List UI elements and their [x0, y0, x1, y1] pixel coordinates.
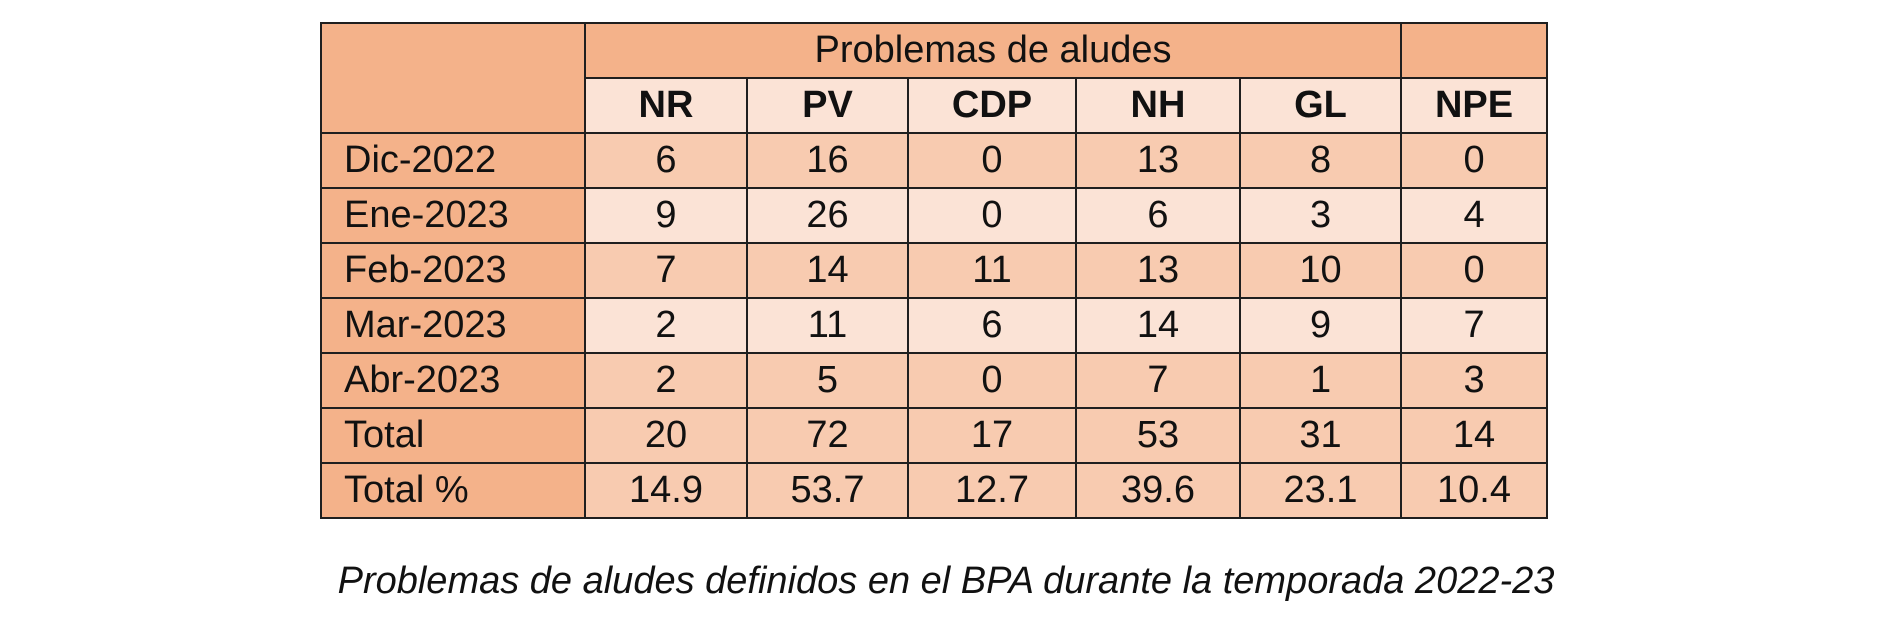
table-cell: 0 [907, 352, 1077, 409]
table-row-feb-2023: Feb-2023 7 14 11 13 10 0 [320, 242, 1549, 299]
column-header-gl: GL [1238, 77, 1403, 134]
table-cell: 11 [746, 297, 909, 354]
table-row-total-percent: Total % 14.9 53.7 12.7 39.6 23.1 10.4 [320, 462, 1549, 519]
group-header-row: Problemas de aludes [320, 22, 1549, 134]
row-label: Dic-2022 [320, 132, 586, 189]
row-label: Total % [320, 462, 586, 519]
table-cell: 12.7 [907, 462, 1077, 519]
table-cell: 6 [907, 297, 1077, 354]
table-cell: 39.6 [1075, 462, 1241, 519]
table-cell: 0 [1400, 132, 1549, 189]
table-cell: 5 [746, 352, 909, 409]
table-cell: 17 [907, 407, 1077, 464]
table-cell: 6 [584, 132, 748, 189]
table-cell: 23.1 [1238, 462, 1403, 519]
table-cell: 0 [907, 187, 1077, 244]
table-cell: 14.9 [584, 462, 748, 519]
table-cell: 6 [1075, 187, 1241, 244]
row-label: Abr-2023 [320, 352, 586, 409]
row-label: Total [320, 407, 586, 464]
table-cell: 14 [1075, 297, 1241, 354]
table-cell: 72 [746, 407, 909, 464]
table-cell: 26 [746, 187, 909, 244]
table-cell: 7 [584, 242, 748, 299]
table-cell: 10 [1238, 242, 1403, 299]
table-cell: 2 [584, 297, 748, 354]
row-label: Ene-2023 [320, 187, 586, 244]
table-cell: 13 [1075, 242, 1241, 299]
table-cell: 9 [584, 187, 748, 244]
table-row-abr-2023: Abr-2023 2 5 0 7 1 3 [320, 352, 1549, 409]
table-cell: 7 [1400, 297, 1549, 354]
table-cell: 14 [746, 242, 909, 299]
table-cell: 2 [584, 352, 748, 409]
npe-group-blank [1400, 22, 1549, 79]
table-cell: 14 [1400, 407, 1549, 464]
table-cell: 31 [1238, 407, 1403, 464]
row-label: Feb-2023 [320, 242, 586, 299]
table-cell: 16 [746, 132, 909, 189]
column-header-nr: NR [584, 77, 748, 134]
table-cell: 53.7 [746, 462, 909, 519]
column-header-cdp: CDP [907, 77, 1077, 134]
table-cell: 0 [907, 132, 1077, 189]
corner-cell [320, 22, 586, 134]
table-cell: 8 [1238, 132, 1403, 189]
table-row-mar-2023: Mar-2023 2 11 6 14 9 7 [320, 297, 1549, 354]
table-cell: 3 [1238, 187, 1403, 244]
column-header-pv: PV [746, 77, 909, 134]
avalanche-problems-table: Problemas de aludes NR PV CDP NH GL NPE … [320, 22, 1549, 519]
table-row-total: Total 20 72 17 53 31 14 [320, 407, 1549, 464]
row-label: Mar-2023 [320, 297, 586, 354]
column-header-row: NR PV CDP NH GL NPE [321, 77, 1549, 134]
table-cell: 10.4 [1400, 462, 1549, 519]
column-header-npe: NPE [1400, 77, 1549, 134]
column-header-nh: NH [1075, 77, 1241, 134]
table-cell: 3 [1400, 352, 1549, 409]
table-caption: Problemas de aludes definidos en el BPA … [337, 560, 1555, 602]
table-cell: 0 [1400, 242, 1549, 299]
table-cell: 13 [1075, 132, 1241, 189]
table-cell: 20 [584, 407, 748, 464]
table-row-dic-2022: Dic-2022 6 16 0 13 8 0 [320, 132, 1549, 189]
table-cell: 4 [1400, 187, 1549, 244]
table-cell: 7 [1075, 352, 1241, 409]
table-cell: 53 [1075, 407, 1241, 464]
table-cell: 11 [907, 242, 1077, 299]
group-header: Problemas de aludes [583, 22, 1403, 79]
table-row-ene-2023: Ene-2023 9 26 0 6 3 4 [320, 187, 1549, 244]
table-cell: 9 [1238, 297, 1403, 354]
table-cell: 1 [1238, 352, 1403, 409]
